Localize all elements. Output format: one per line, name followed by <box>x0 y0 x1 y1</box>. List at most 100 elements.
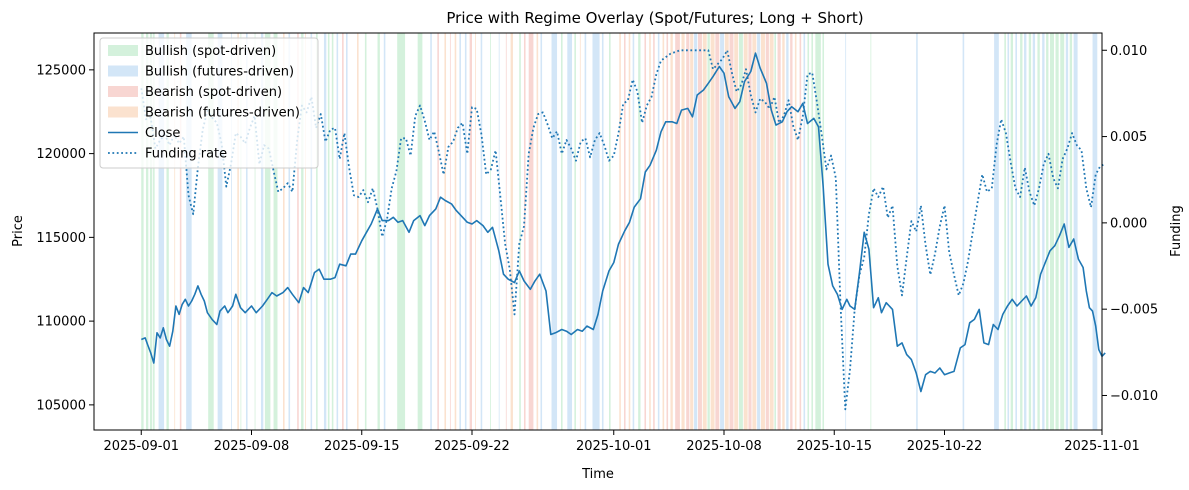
x-tick-label: 2025-10-15 <box>796 439 872 454</box>
regime-span-bull-spot <box>141 33 144 430</box>
regime-span-bull-spot <box>208 33 214 430</box>
regime-span-bull-spot <box>738 33 743 430</box>
regime-span-bull-spot <box>609 33 611 430</box>
legend-label: Bearish (spot-driven) <box>145 85 282 100</box>
regime-span-bear-fut <box>174 33 176 430</box>
regime-span-bull-spot <box>1010 33 1014 430</box>
regime-span-bear-spot <box>449 33 451 430</box>
regime-span-bear-fut <box>782 33 785 430</box>
axes-layer: 2025-09-01 2025-09-08 2025-09-15 2025-09-22… <box>36 44 1158 454</box>
regime-span-bear-fut <box>536 33 539 430</box>
regime-span-bear-fut <box>702 33 707 430</box>
regime-span-bull-spot <box>1020 33 1023 430</box>
y-right-tick-label: 0.010 <box>1110 44 1147 59</box>
regime-span-bull-spot <box>327 33 330 430</box>
regime-span-bull-spot <box>254 33 256 430</box>
regime-span-bull-fut <box>1032 33 1036 430</box>
regime-span-bull-spot <box>1037 33 1040 430</box>
regime-span-bull-fut <box>186 33 192 430</box>
y-axis-title: Price <box>11 215 26 247</box>
regime-span-bull-fut <box>803 33 806 430</box>
y-right-tick-label: 0.005 <box>1110 130 1147 145</box>
regime-span-bear-spot <box>179 33 182 430</box>
regime-span-bull-spot <box>377 33 380 430</box>
regime-span-bull-spot <box>1060 33 1065 430</box>
regime-span-bear-fut <box>510 33 513 430</box>
regime-span-bear-fut <box>305 33 306 430</box>
regime-span-bull-spot <box>149 33 153 430</box>
regime-span-bull-fut <box>158 33 165 430</box>
regime-span-bull-fut <box>336 33 339 430</box>
regime-span-bull-spot <box>240 33 242 430</box>
regime-span-bull-fut <box>459 33 461 430</box>
regime-span-bull-spot <box>811 33 813 430</box>
regime-span-bull-fut <box>1073 33 1078 430</box>
regime-span-bull-fut <box>430 33 432 430</box>
regime-span-bull-spot <box>870 33 872 430</box>
regime-span-bear-spot <box>342 33 344 430</box>
legend-swatch <box>108 65 138 77</box>
regime-span-bull-fut <box>245 33 248 430</box>
regime-span-bull-fut <box>1024 33 1027 430</box>
regime-span-bull-spot <box>1050 33 1054 430</box>
y-tick-label: 110000 <box>36 315 86 330</box>
regime-span-bear-spot <box>523 33 526 430</box>
regime-span-bull-spot <box>301 33 304 430</box>
x-tick-label: 2025-10-22 <box>907 439 983 454</box>
legend-swatch <box>108 106 138 118</box>
regime-span-bull-fut <box>657 33 660 430</box>
legend-label: Bullish (spot-driven) <box>145 44 276 59</box>
regime-span-bull-spot <box>331 33 334 430</box>
regime-span-bull-fut <box>567 33 573 430</box>
regime-span-bull-fut <box>757 33 761 430</box>
regime-span-bull-fut <box>916 33 918 430</box>
regime-span-bear-spot <box>715 33 720 430</box>
regime-span-bull-spot <box>397 33 406 430</box>
regime-span-bear-spot <box>666 33 669 430</box>
regime-span-bull-fut <box>1007 33 1010 430</box>
y-right-axis-title: Funding <box>1169 205 1184 257</box>
regime-span-bear-fut <box>237 33 239 430</box>
regime-span-bull-fut <box>288 33 291 430</box>
regime-span-bear-fut <box>649 33 651 430</box>
regime-span-bull-spot <box>1055 33 1059 430</box>
legend: Bullish (spot-driven) Bullish (futures-dr… <box>99 37 319 169</box>
regime-span-bull-spot <box>822 33 825 430</box>
regime-span-bear-spot <box>748 33 752 430</box>
regime-span-bear-spot <box>469 33 472 430</box>
x-tick-label: 2025-09-22 <box>434 439 510 454</box>
regime-span-bear-spot <box>729 33 734 430</box>
regime-span-bull-fut <box>994 33 999 430</box>
regime-span-bull-fut <box>962 33 965 430</box>
regime-span-bull-spot <box>560 33 563 430</box>
x-tick-label: 2025-09-08 <box>214 439 290 454</box>
regime-span-bear-fut <box>619 33 621 430</box>
regime-span-bull-fut <box>1015 33 1017 430</box>
regime-span-bear-fut <box>752 33 757 430</box>
y-right-tick-label: −0.005 <box>1110 303 1158 318</box>
regime-span-bear-fut <box>579 33 581 430</box>
regime-span-bull-spot <box>364 33 367 430</box>
regime-span-bull-spot <box>166 33 169 430</box>
regime-span-bull-fut <box>720 33 724 430</box>
x-tick-label: 2025-10-01 <box>576 439 652 454</box>
regime-span-bear-spot <box>765 33 769 430</box>
regime-span-bear-spot <box>698 33 702 430</box>
regime-span-bear-fut <box>724 33 729 430</box>
x-axis-title: Time <box>581 467 614 482</box>
regime-span-bear-fut <box>444 33 447 430</box>
regime-span-bull-spot <box>815 33 821 430</box>
regime-span-bull-fut <box>601 33 604 430</box>
regime-span-bear-fut <box>681 33 685 430</box>
regime-span-bull-fut <box>498 33 500 430</box>
regime-span-bull-fut <box>551 33 558 430</box>
regime-span-bear-spot <box>790 33 793 430</box>
regime-span-bull-fut <box>480 33 483 430</box>
regime-span-bull-spot <box>264 33 271 430</box>
regime-span-bear-fut <box>710 33 715 430</box>
regime-span-bear-fut <box>690 33 694 430</box>
regime-span-bull-spot <box>417 33 423 430</box>
legend-label: Bearish (futures-driven) <box>145 106 300 121</box>
legend-swatch <box>108 86 138 97</box>
chart-title: Price with Regime Overlay (Spot/Futures;… <box>446 9 863 27</box>
